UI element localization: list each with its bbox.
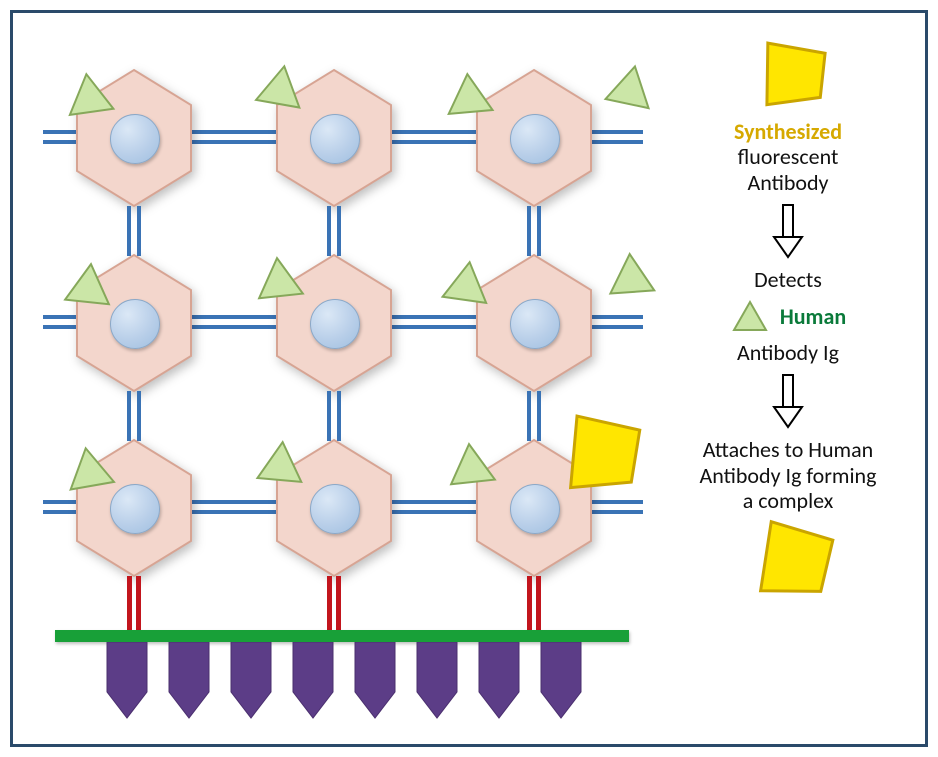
human-antibody-icon [58, 64, 120, 121]
synth-antibody-icon [741, 34, 836, 121]
human-antibody-icon [251, 434, 311, 489]
v-connector [127, 391, 141, 441]
legend-detects: Detects [663, 267, 913, 292]
legend-ab-ig: Antibody Ig [663, 340, 913, 365]
human-antibody-icon [436, 252, 498, 309]
legend-line: fluorescent [738, 143, 839, 170]
human-antibody-icon [601, 246, 660, 300]
arrow-down-icon [770, 203, 806, 259]
human-antibody-icon [249, 249, 310, 305]
legend-panel: Synthesized fluorescent Antibody Detects… [663, 43, 913, 723]
arrow-down-icon [770, 373, 806, 429]
receptor-row [43, 642, 643, 722]
receptor-icon [475, 642, 523, 720]
nucleus-icon [110, 114, 160, 164]
human-antibody-icon [439, 66, 499, 121]
nucleus-icon [110, 299, 160, 349]
nucleus-icon [510, 114, 560, 164]
nucleus-icon [310, 484, 360, 534]
v-connector [127, 206, 141, 256]
receptor-icon [289, 642, 337, 720]
receptor-icon [103, 642, 151, 720]
cell-sheet-diagram [43, 38, 643, 728]
v-connector [527, 206, 541, 256]
human-antibody-icon [598, 55, 663, 116]
receptor-icon [537, 642, 585, 720]
legend-human-row: Human [663, 298, 913, 334]
nucleus-icon [110, 484, 160, 534]
human-antibody-icon [730, 298, 770, 334]
nucleus-icon [310, 114, 360, 164]
basal-link [127, 576, 141, 632]
human-antibody-icon [441, 435, 502, 491]
legend-line: Antibody Ig forming [700, 462, 877, 489]
receptor-icon [413, 642, 461, 720]
synth-antibody-icon [731, 509, 844, 617]
legend-line: a complex [743, 487, 834, 514]
v-connector [527, 391, 541, 441]
receptor-icon [227, 642, 275, 720]
human-antibody-icon [57, 438, 121, 497]
receptor-icon [165, 642, 213, 720]
basal-link [327, 576, 341, 632]
v-connector [327, 206, 341, 256]
legend-human-word: Human [780, 304, 846, 329]
legend-complex-text: Attaches to Human Antibody Ig forming a … [663, 437, 913, 513]
diagram-frame: Synthesized fluorescent Antibody Detects… [10, 10, 928, 747]
legend-line: Antibody [747, 169, 828, 196]
basal-membrane [55, 630, 629, 642]
legend-line: Attaches to Human [703, 436, 873, 463]
nucleus-icon [510, 484, 560, 534]
human-antibody-icon [249, 56, 313, 115]
nucleus-icon [510, 299, 560, 349]
legend-synth-text: Synthesized fluorescent Antibody [663, 119, 913, 195]
human-antibody-icon [59, 255, 120, 311]
receptor-icon [351, 642, 399, 720]
basal-link [527, 576, 541, 632]
legend-synth-word: Synthesized [734, 118, 842, 145]
v-connector [327, 391, 341, 441]
nucleus-icon [310, 299, 360, 349]
